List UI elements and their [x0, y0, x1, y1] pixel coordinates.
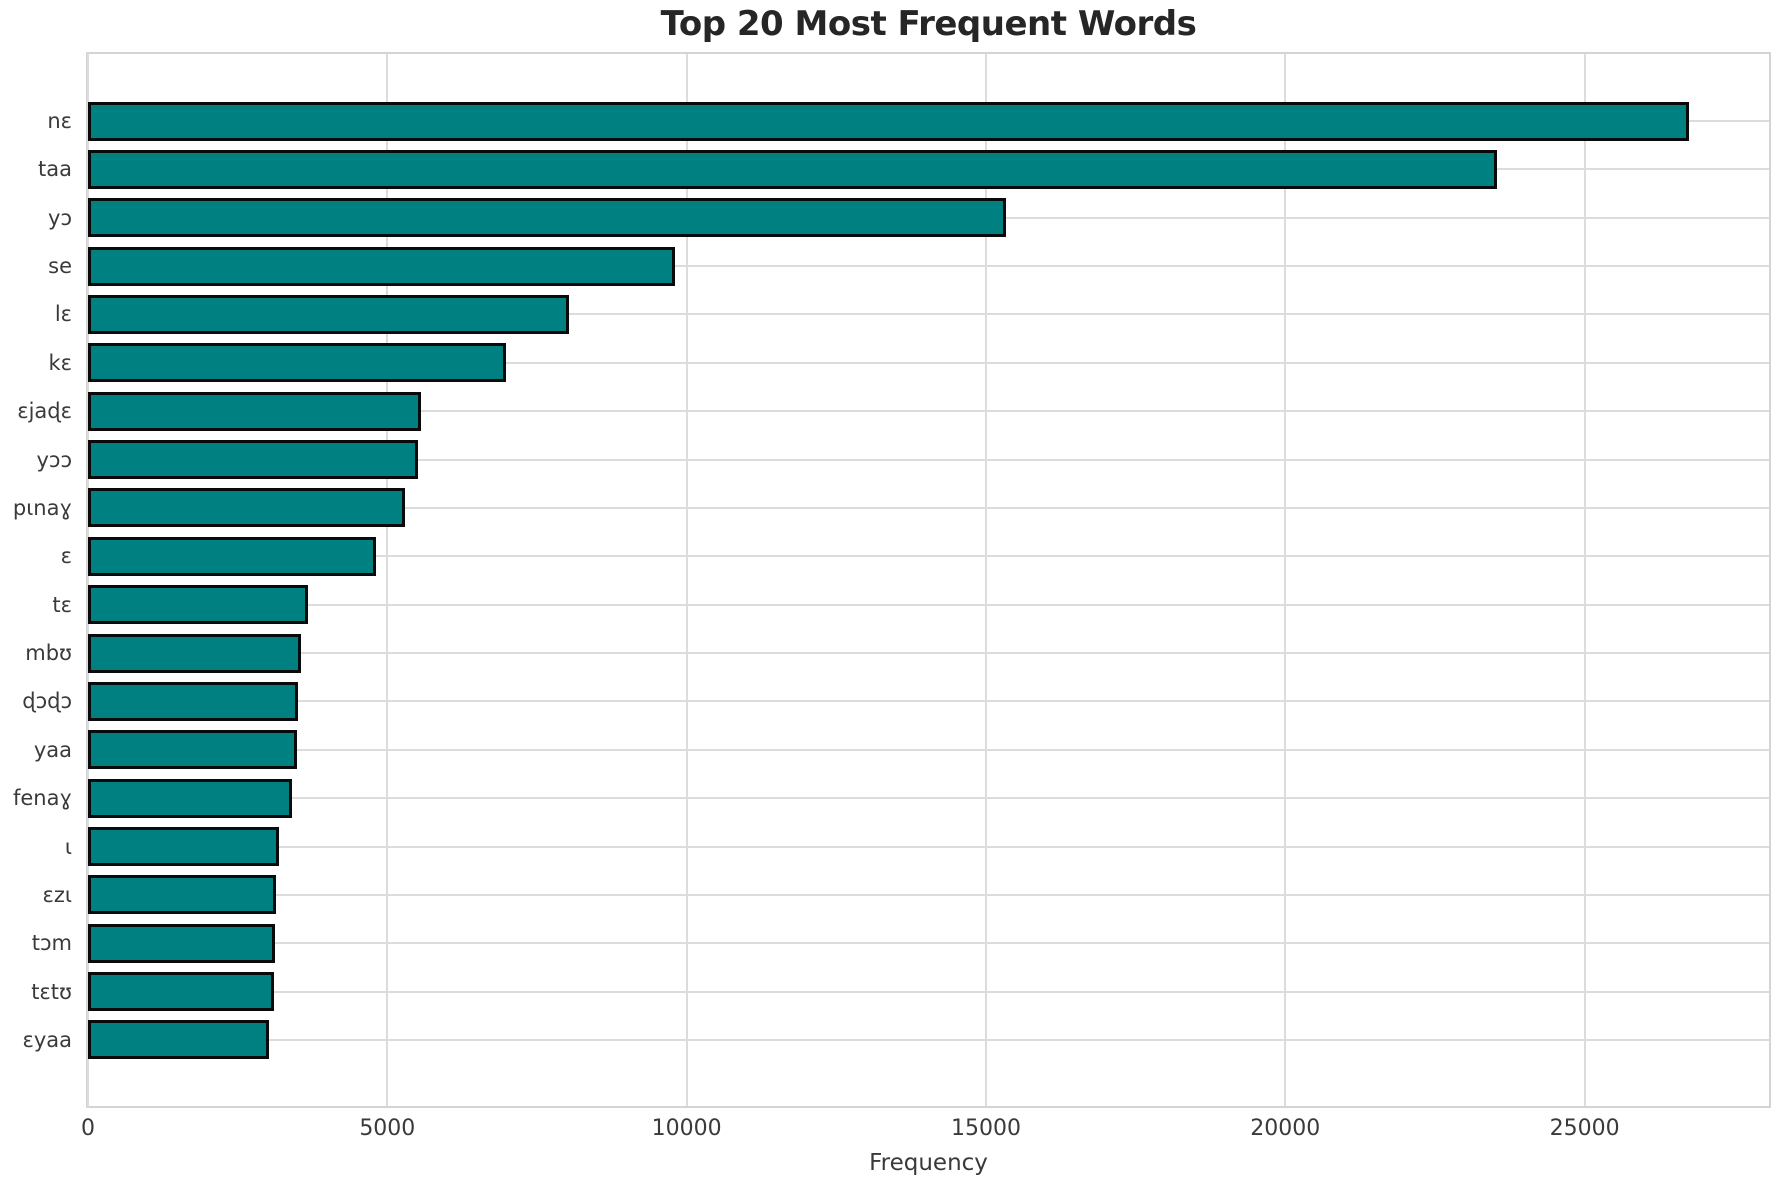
x-gridline: [1284, 54, 1287, 1106]
bar-taa: [88, 149, 1498, 189]
y-tick-label: pɩnaɣ: [12, 495, 72, 520]
bar-tɛ: [88, 585, 308, 625]
bar-lɛ: [88, 294, 569, 334]
y-tick-label: fenaɣ: [12, 786, 72, 811]
bar-ɛzɩ: [88, 875, 276, 915]
y-tick-label: ɖɔɖɔ: [22, 689, 72, 714]
y-tick-label: ɛyaa: [22, 1027, 72, 1052]
y-tick-label: nɛ: [47, 109, 72, 133]
y-tick-label: tɛ: [52, 592, 72, 617]
x-gridline: [984, 54, 987, 1106]
y-tick-label: ɩ: [64, 834, 72, 859]
y-gridline: [88, 845, 1769, 848]
bar-kɛ: [88, 343, 506, 383]
x-axis-title: Frequency: [869, 1150, 988, 1176]
y-tick-label: ɛzɩ: [42, 882, 72, 907]
bar-ɖɔɖɔ: [88, 681, 298, 721]
bar-ɩ: [88, 827, 279, 867]
y-gridline: [88, 893, 1769, 896]
y-gridline: [88, 797, 1769, 800]
y-tick-label: yɔ: [48, 205, 72, 230]
x-gridline: [685, 54, 688, 1106]
bar-tɔm: [88, 923, 276, 963]
y-tick-label: lɛ: [54, 302, 72, 327]
y-tick-label: mbʊ: [25, 641, 72, 666]
y-gridline: [88, 990, 1769, 993]
y-gridline: [88, 361, 1769, 364]
x-tick-label: 0: [81, 1116, 95, 1141]
x-tick-label: 15000: [950, 1116, 1021, 1141]
bar-yaa: [88, 730, 297, 770]
y-tick-label: ɛjaɖɛ: [17, 399, 72, 424]
x-tick-label: 25000: [1549, 1116, 1620, 1141]
y-gridline: [88, 1038, 1769, 1041]
x-gridline: [87, 54, 89, 1106]
y-gridline: [88, 313, 1769, 316]
bar-fenaɣ: [88, 778, 292, 818]
bar-se: [88, 246, 675, 286]
y-gridline: [88, 748, 1769, 751]
y-tick-label: ɛ: [60, 544, 72, 569]
bar-ɛyaa: [88, 1020, 269, 1060]
y-tick-label: taa: [38, 157, 72, 182]
y-gridline: [88, 265, 1769, 268]
x-tick-label: 20000: [1250, 1116, 1321, 1141]
y-gridline: [88, 410, 1769, 413]
x-tick-label: 10000: [651, 1116, 722, 1141]
y-gridline: [88, 506, 1769, 509]
y-tick-label: tɔm: [31, 931, 72, 956]
plot-area: [86, 52, 1771, 1108]
y-tick-label: yɔɔ: [36, 447, 73, 472]
bar-nɛ: [88, 101, 1690, 141]
y-gridline: [88, 555, 1769, 558]
bar-yɔ: [88, 198, 1006, 238]
bar-tɛtʊ: [88, 972, 274, 1012]
x-tick-label: 5000: [359, 1116, 416, 1141]
y-gridline: [88, 942, 1769, 945]
y-gridline: [88, 603, 1769, 606]
y-gridline: [88, 700, 1769, 703]
chart-title: Top 20 Most Frequent Words: [660, 4, 1197, 44]
bar-yɔɔ: [88, 440, 418, 480]
x-gridline: [386, 54, 389, 1106]
y-tick-label: tɛtʊ: [31, 979, 72, 1004]
y-tick-label: kɛ: [48, 350, 72, 375]
y-tick-label: se: [48, 254, 72, 279]
y-gridline: [88, 652, 1769, 655]
bar-mbʊ: [88, 633, 301, 673]
bar-ɛ: [88, 536, 376, 576]
x-gridline: [1583, 54, 1586, 1106]
bar-pɩnaɣ: [88, 488, 405, 528]
bar-ɛjaɖɛ: [88, 391, 421, 431]
y-gridline: [88, 458, 1769, 461]
y-tick-label: yaa: [33, 737, 72, 762]
